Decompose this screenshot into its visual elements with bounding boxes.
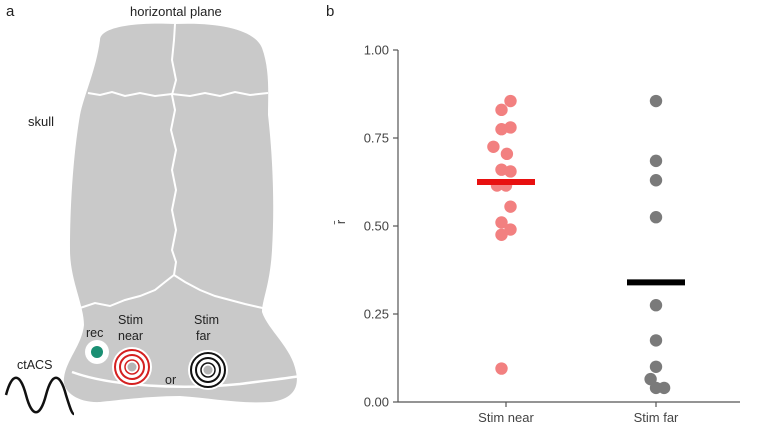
data-point bbox=[649, 211, 663, 224]
x-tick-label: Stim near bbox=[478, 410, 534, 425]
data-point bbox=[649, 360, 663, 373]
stim-far-label-line2: far bbox=[196, 329, 211, 343]
panel-b-letter: b bbox=[326, 3, 334, 20]
panel-a-letter: a bbox=[6, 3, 15, 20]
y-tick-label: 0.25 bbox=[364, 307, 389, 322]
stim-near-label-line2: near bbox=[118, 329, 143, 343]
or-label: or bbox=[165, 373, 176, 387]
x-ticks: Stim near Stim far bbox=[478, 402, 679, 425]
stim-near-electrode bbox=[112, 347, 152, 387]
mean-bars bbox=[477, 179, 685, 286]
rec-electrode bbox=[91, 346, 103, 358]
data-point bbox=[504, 223, 517, 236]
data-points bbox=[487, 94, 671, 395]
data-point bbox=[649, 94, 663, 108]
data-point bbox=[504, 94, 517, 108]
ctacs-label: ctACS bbox=[17, 358, 52, 372]
skull-illustration bbox=[63, 23, 297, 403]
data-point bbox=[495, 123, 508, 136]
data-point bbox=[495, 216, 508, 229]
data-point bbox=[649, 334, 663, 347]
lambdoid-suture bbox=[79, 273, 273, 311]
y-axis-label: r̄ bbox=[333, 219, 348, 224]
data-point bbox=[649, 154, 663, 168]
data-point bbox=[504, 165, 517, 178]
stim-near-label-line1: Stim bbox=[118, 313, 143, 327]
skull-label: skull bbox=[28, 114, 54, 129]
data-point bbox=[500, 147, 514, 161]
scatter-chart: r̄ 0.00 0.25 0.50 0.75 1.00 Stim near Stim fa… bbox=[333, 43, 740, 425]
y-tick-label: 0.50 bbox=[364, 219, 389, 234]
stim-far-label-line1: Stim bbox=[194, 313, 219, 327]
panel-b: b r̄ 0.000.250.500.751.00 Stim near Stim … bbox=[326, 3, 740, 425]
data-point bbox=[504, 200, 517, 213]
y-tick-label: 0.00 bbox=[364, 395, 389, 410]
y-ticks: 0.00 0.25 0.50 0.75 1.00 bbox=[364, 43, 398, 410]
y-tick-label: 1.00 bbox=[364, 43, 389, 58]
data-point bbox=[487, 140, 500, 153]
data-point bbox=[495, 362, 508, 375]
x-tick-label: Stim far bbox=[634, 410, 679, 425]
y-tick-label: 0.75 bbox=[364, 131, 389, 146]
data-point bbox=[495, 228, 508, 241]
data-point bbox=[657, 381, 671, 395]
panel-a: a horizontal plane skull rec Stim near o… bbox=[4, 3, 301, 416]
rec-label: rec bbox=[86, 326, 103, 340]
stim-far-electrode bbox=[188, 350, 228, 390]
sagittal-suture bbox=[169, 23, 178, 276]
coronal-suture bbox=[87, 90, 269, 98]
data-point bbox=[495, 103, 508, 117]
panel-a-title: horizontal plane bbox=[130, 4, 222, 19]
ctacs-waveform-icon bbox=[4, 376, 75, 416]
data-point bbox=[649, 174, 663, 187]
data-point bbox=[649, 299, 663, 312]
